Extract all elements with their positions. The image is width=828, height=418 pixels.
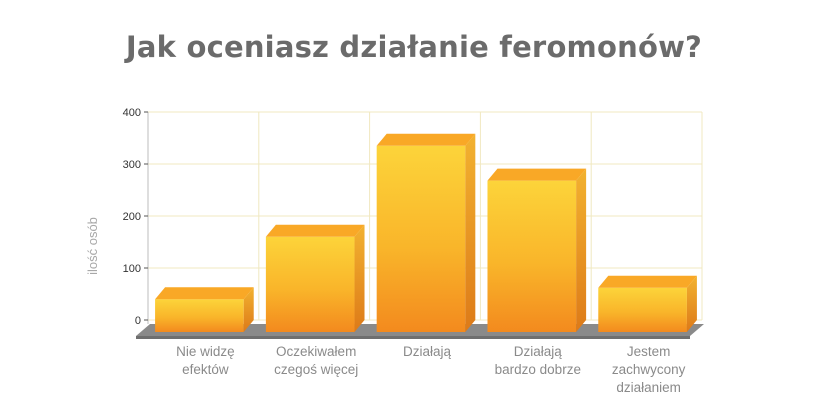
- bar-top: [598, 275, 697, 288]
- bar-front: [598, 287, 687, 332]
- bar: [265, 224, 365, 332]
- bar-side: [686, 275, 697, 332]
- bar: [598, 275, 697, 332]
- bar-top: [487, 168, 587, 181]
- x-tick-label-line: efektów: [182, 362, 229, 377]
- bar: [376, 133, 476, 332]
- x-axis-labels: Nie widzę efektów Oczekiwałem czegoś więcej…: [176, 344, 685, 395]
- x-tick-label-line: czegoś więcej: [274, 362, 358, 377]
- y-tick-label: 0: [135, 315, 141, 327]
- y-tick-label: 100: [123, 263, 141, 275]
- x-tick-label-line: Nie widzę: [176, 344, 235, 359]
- x-tick-label: Nie widzę efektów: [176, 344, 235, 377]
- x-tick-label-line: Działają: [514, 344, 563, 359]
- x-tick-label-line: działaniem: [616, 380, 681, 395]
- bar: [155, 287, 254, 332]
- x-tick-label-line: Oczekiwałem: [276, 344, 356, 359]
- y-tick-label: 300: [123, 159, 141, 171]
- bar-side: [243, 287, 254, 332]
- x-tick-label: Jestem zachwycony działaniem: [612, 344, 686, 395]
- x-tick-label-line: bardzo dobrze: [495, 362, 581, 377]
- bar-top: [265, 224, 365, 237]
- bar-front: [376, 145, 466, 332]
- x-tick-label-line: Działają: [403, 344, 452, 359]
- floor-edge: [136, 336, 690, 339]
- bar-side: [354, 224, 365, 332]
- x-tick-label: Działają: [403, 344, 452, 359]
- bar-front: [265, 236, 355, 332]
- bar: [487, 168, 587, 332]
- y-tick-label: 200: [123, 211, 141, 223]
- x-tick-label: Działają bardzo dobrze: [495, 344, 581, 377]
- bar-front: [487, 180, 577, 332]
- bar-side: [465, 133, 476, 332]
- y-axis-title: ilość osób: [85, 217, 100, 275]
- chart-title: Jak oceniasz działanie feromonów?: [125, 30, 703, 64]
- y-axis: 0 100 200 300 400 ilość osób: [85, 107, 149, 327]
- bars: [155, 133, 697, 332]
- x-tick-label: Oczekiwałem czegoś więcej: [274, 344, 358, 377]
- x-tick-label-line: Jestem: [627, 344, 671, 359]
- bar-side: [576, 168, 587, 332]
- y-tick-label: 400: [123, 107, 141, 119]
- bar-top: [155, 287, 254, 300]
- bar-front: [155, 299, 244, 332]
- x-tick-label-line: zachwycony: [612, 362, 686, 377]
- bar-top: [376, 133, 476, 146]
